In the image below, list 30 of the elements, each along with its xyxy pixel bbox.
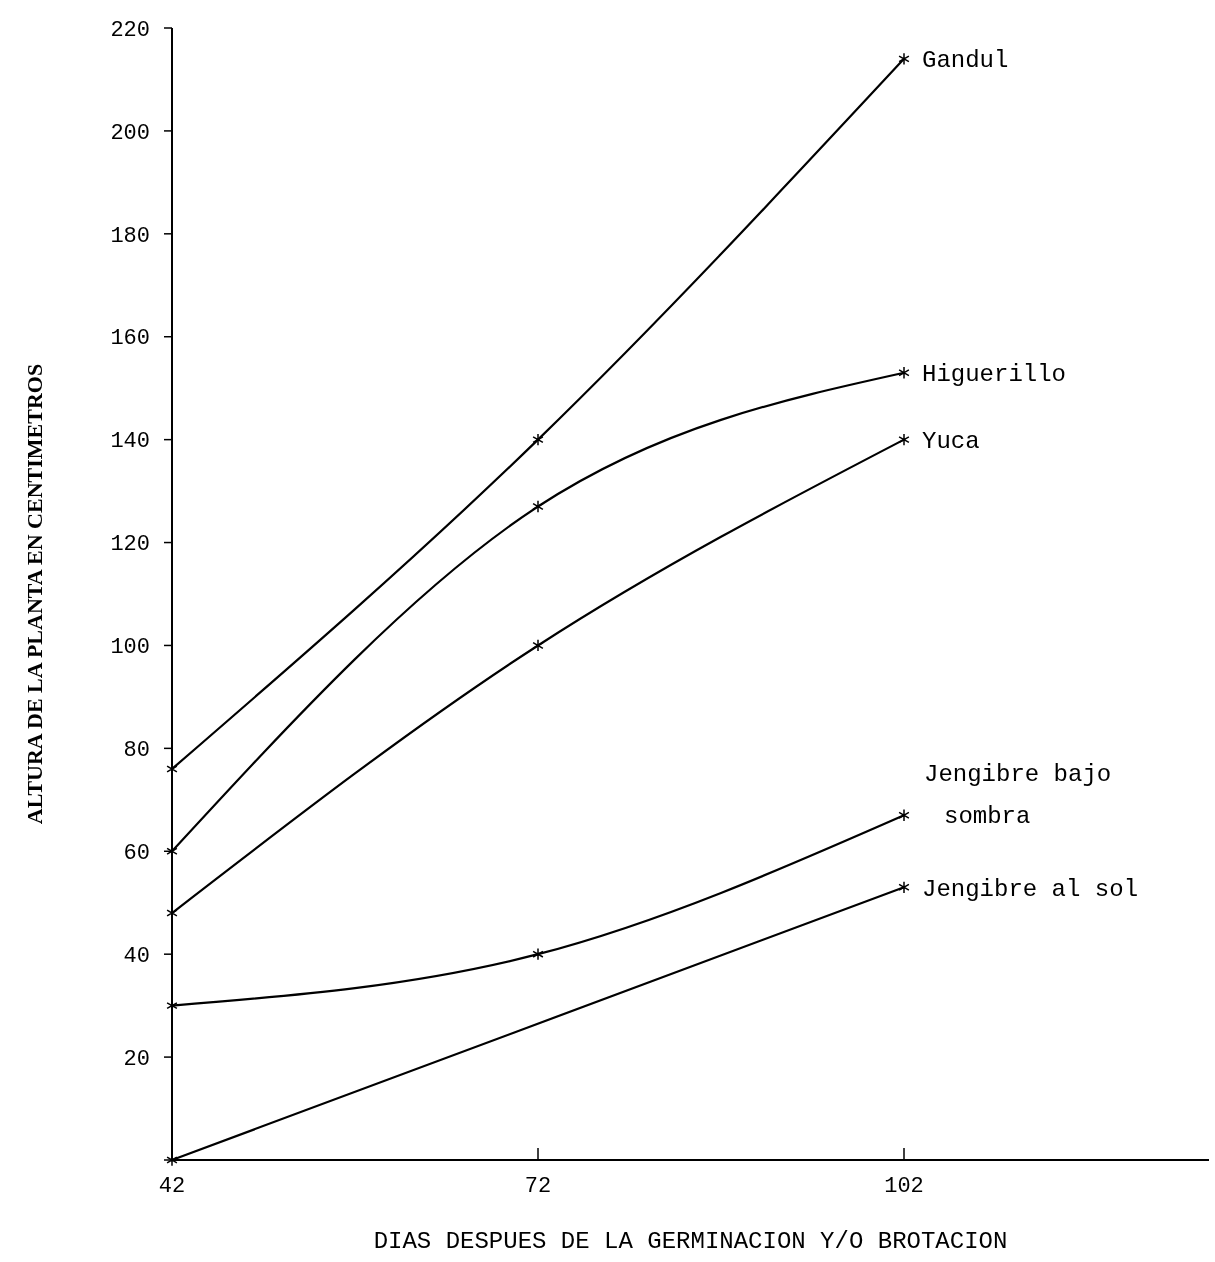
point xyxy=(532,433,544,447)
y-tick-label: 40 xyxy=(123,943,150,969)
series-label: Higuerillo xyxy=(922,361,1067,389)
y-tick-label: 100 xyxy=(110,635,150,661)
y-tick-label: 180 xyxy=(110,223,150,249)
point xyxy=(898,880,910,894)
y-axis-title: ALTURA DE LA PLANTA EN CENTIMETROS xyxy=(22,363,47,825)
y-tick-label: 120 xyxy=(110,532,150,558)
x-tick-label: 102 xyxy=(884,1174,924,1199)
x-tick-label: 72 xyxy=(524,1174,552,1199)
series-label: Gandul xyxy=(922,47,1009,75)
x-tick-label: 42 xyxy=(158,1174,186,1199)
series-label: Jengibre bajo sombra xyxy=(924,761,1112,831)
point xyxy=(532,500,544,513)
point xyxy=(898,52,910,66)
y-tick-label: 80 xyxy=(123,738,150,764)
series-label: Yuca xyxy=(922,428,980,456)
y-tick-label: 60 xyxy=(123,840,150,866)
series-label: Jengibre al sol xyxy=(922,875,1139,903)
x-axis-title: DIAS DESPUES DE LA GERMINACION Y/O BROTACION xyxy=(373,1228,1008,1255)
point xyxy=(898,433,910,447)
y-tick-label: 20 xyxy=(123,1046,150,1072)
y-tick-label: 160 xyxy=(110,326,150,352)
y-tick-label: 140 xyxy=(110,429,150,455)
point xyxy=(532,639,544,652)
y-tick-label: 200 xyxy=(110,120,150,146)
point xyxy=(898,366,910,380)
point xyxy=(898,808,910,822)
y-tick-label: 220 xyxy=(110,17,150,43)
point xyxy=(532,947,544,961)
